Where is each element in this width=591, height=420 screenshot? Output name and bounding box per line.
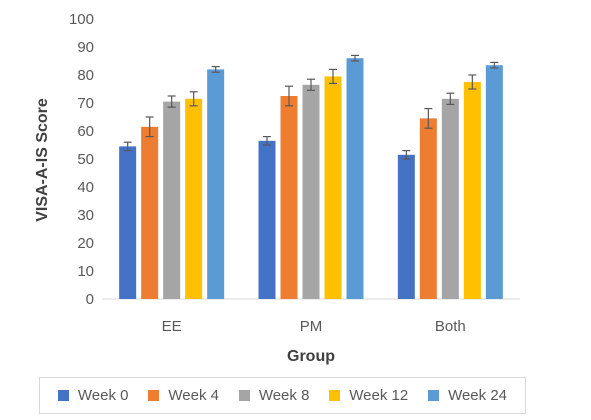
y-tick-label: 0 [86,291,94,308]
y-tick-label: 50 [77,151,94,168]
error-bar [167,95,176,108]
bar [163,101,181,299]
bar [485,65,503,299]
y-tick-label: 40 [77,179,94,196]
legend-item-week-4: Week 4 [148,387,219,404]
error-bar [468,74,477,90]
bar [419,118,437,300]
bar [185,98,203,299]
bar [441,98,459,299]
bar [141,126,159,299]
legend-swatch-week-8 [238,390,250,401]
y-tick-label: 80 [77,67,94,84]
x-tick-label: Both [435,318,466,335]
legend-swatch-week-0 [57,390,69,401]
error-bar [351,54,359,62]
error-bar [329,68,337,85]
error-bar [490,61,499,69]
bar [207,69,225,300]
error-bar [285,85,293,107]
legend-item-week-12: Week 12 [329,387,408,404]
legend-item-week-24: Week 24 [428,387,507,404]
error-bar [446,92,455,106]
legend-label-week-24: Week 24 [448,387,508,404]
bars-group [119,54,503,300]
bar [463,82,481,299]
bar [119,146,137,299]
y-tick-label: 20 [77,235,94,252]
legend: Week 0 Week 4 Week 8 Week 12 Week 24 [39,377,526,414]
legend-item-week-0: Week 0 [57,387,129,404]
x-tick-label: PM [300,318,323,335]
x-tick-label: EE [162,318,182,335]
legend-label-week-0: Week 0 [77,387,129,404]
legend-label-week-4: Week 4 [168,387,219,404]
legend-swatch-week-4 [148,390,160,401]
y-axis-title: VISA-A-IS Score [34,98,51,222]
x-axis-title: Group [287,348,335,365]
y-tick-label: 60 [77,123,94,140]
y-axis-ticks: 0 10 20 30 40 50 60 70 80 90 100 [69,11,94,308]
legend-swatch-week-24 [428,390,440,401]
error-bar [123,141,132,152]
y-tick-label: 70 [77,95,94,112]
y-tick-label: 100 [69,11,94,28]
error-bar [263,136,271,146]
error-bar [424,107,433,129]
legend-item-week-8: Week 8 [238,387,310,404]
error-bar [307,78,315,92]
y-tick-label: 90 [77,39,94,56]
x-axis-ticks: EE PM Both [162,318,466,335]
error-bar [189,91,198,107]
bar [302,84,320,299]
error-bar [402,150,411,160]
bar [346,58,364,300]
y-tick-label: 30 [77,207,94,224]
error-bar [145,116,154,138]
legend-label-week-8: Week 8 [258,387,310,404]
error-bar [211,65,220,73]
bar [324,76,342,300]
bar [258,140,276,299]
legend-label-week-12: Week 12 [349,387,409,404]
bar [280,96,298,299]
bar [397,154,415,299]
y-tick-label: 10 [77,263,94,280]
legend-swatch-week-12 [329,390,341,401]
